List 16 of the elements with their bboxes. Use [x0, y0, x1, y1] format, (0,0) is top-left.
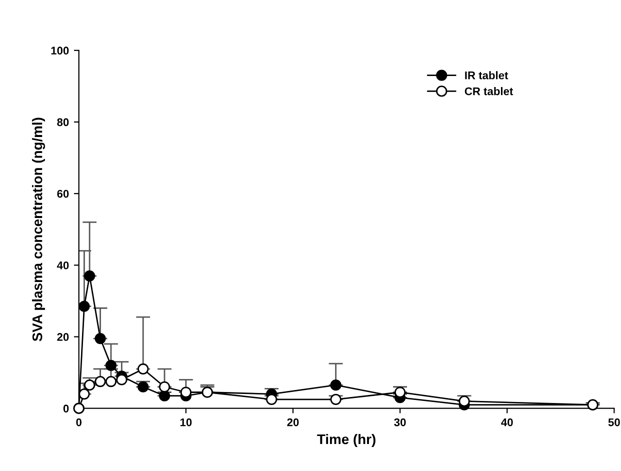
- x-tick-label: 10: [180, 418, 192, 426]
- y-tick-label: 0: [63, 404, 69, 412]
- y-tick-label: 80: [57, 118, 69, 126]
- y-tick-label: 20: [57, 333, 69, 341]
- y-tick-label: 100: [51, 46, 69, 55]
- x-tick-label: 50: [608, 418, 620, 426]
- y-axis-title: SVA plasma concentration (ng/ml): [32, 118, 46, 342]
- x-axis-title: Time (hr): [317, 434, 376, 447]
- legend-label: CR tablet: [464, 87, 514, 96]
- legend-label: IR tablet: [465, 71, 508, 80]
- x-tick-label: 40: [501, 418, 513, 426]
- x-tick-label: 20: [287, 418, 299, 426]
- x-tick-label: 30: [394, 418, 406, 426]
- x-tick-label: 0: [76, 418, 82, 426]
- y-tick-label: 60: [57, 190, 69, 198]
- y-tick-label: 40: [56, 261, 69, 270]
